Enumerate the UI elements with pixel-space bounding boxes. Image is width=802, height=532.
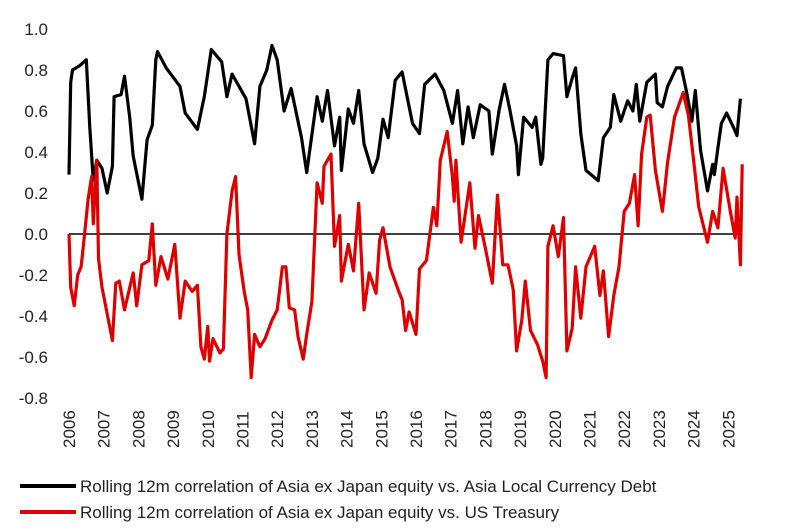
x-tick-label: 2016 xyxy=(407,410,426,448)
x-axis-ticks: 2006 2007 2008 2009 2010 2011 2012 2013 2014 2015… xyxy=(60,410,738,448)
x-tick-label: 2012 xyxy=(268,410,287,448)
y-tick-label: -0.6 xyxy=(19,348,48,367)
x-tick-label: 2017 xyxy=(442,410,461,448)
y-tick-label: -0.4 xyxy=(19,307,48,326)
x-tick-label: 2024 xyxy=(685,410,704,448)
x-tick-label: 2013 xyxy=(303,410,322,448)
y-tick-label: 0.6 xyxy=(24,102,48,121)
y-tick-label: 0.4 xyxy=(24,143,48,162)
x-tick-label: 2020 xyxy=(546,410,565,448)
y-tick-label: 1.0 xyxy=(24,20,48,39)
x-tick-label: 2006 xyxy=(60,410,79,448)
legend-label-ust: Rolling 12m correlation of Asia ex Japan… xyxy=(80,503,560,522)
y-tick-label: -0.8 xyxy=(19,389,48,408)
series-line-local-currency-debt xyxy=(67,43,742,201)
x-tick-label: 2022 xyxy=(615,410,634,448)
y-tick-label: 0.8 xyxy=(24,61,48,80)
x-tick-label: 2011 xyxy=(234,411,253,448)
y-tick-label: 0.2 xyxy=(24,184,48,203)
x-tick-label: 2025 xyxy=(719,410,738,448)
x-tick-label: 2015 xyxy=(372,410,391,448)
legend: Rolling 12m correlation of Asia ex Japan… xyxy=(20,477,657,522)
y-tick-label: 0.0 xyxy=(24,225,48,244)
y-axis-ticks: 1.0 0.8 0.6 0.4 0.2 0.0 -0.2 -0.4 -0.6 -0.8 xyxy=(19,20,48,408)
x-tick-label: 2010 xyxy=(199,410,218,448)
y-tick-label: -0.2 xyxy=(19,266,48,285)
x-tick-label: 2014 xyxy=(338,410,357,448)
x-tick-label: 2008 xyxy=(129,410,148,448)
legend-label-alcd: Rolling 12m correlation of Asia ex Japan… xyxy=(80,477,657,496)
series-lines xyxy=(67,43,744,380)
series-line-us-treasury xyxy=(67,90,744,380)
x-tick-label: 2009 xyxy=(164,410,183,448)
x-tick-label: 2023 xyxy=(650,410,669,448)
x-tick-label: 2021 xyxy=(581,410,600,448)
x-tick-label: 2018 xyxy=(476,410,495,448)
x-tick-label: 2019 xyxy=(511,410,530,448)
x-tick-label: 2007 xyxy=(95,410,114,448)
